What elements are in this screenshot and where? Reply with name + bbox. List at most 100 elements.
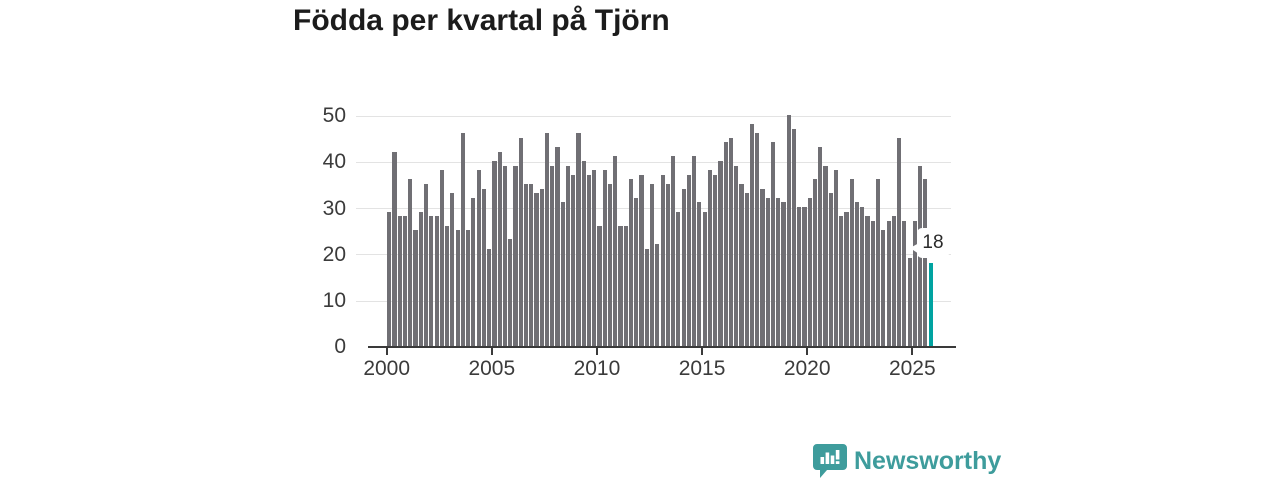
bar xyxy=(539,188,544,346)
bar xyxy=(597,225,602,346)
bar xyxy=(844,211,849,346)
bar xyxy=(723,142,728,346)
bar xyxy=(455,230,460,346)
bar xyxy=(660,174,665,346)
bar xyxy=(692,156,697,346)
x-tick-label: 2005 xyxy=(468,357,516,380)
bar xyxy=(481,188,486,346)
bar xyxy=(718,160,723,346)
bar xyxy=(839,216,844,346)
bar xyxy=(665,184,670,346)
y-tick-label: 40 xyxy=(322,150,346,174)
bar xyxy=(529,184,534,346)
y-tick-label: 10 xyxy=(322,289,346,312)
x-tick xyxy=(806,347,809,355)
bar xyxy=(828,193,833,346)
bar xyxy=(492,160,497,346)
bar xyxy=(445,225,450,346)
bar xyxy=(429,216,434,346)
bar xyxy=(854,202,860,346)
bar xyxy=(739,184,744,346)
bar xyxy=(755,133,760,346)
bar xyxy=(434,216,439,346)
bar xyxy=(681,188,686,346)
bar xyxy=(534,193,539,346)
y-tick-label: 30 xyxy=(322,196,346,220)
bar xyxy=(423,184,429,346)
bar xyxy=(776,197,781,346)
bar xyxy=(891,216,896,346)
bar xyxy=(634,197,639,346)
x-tick-label: 2000 xyxy=(363,357,411,380)
bar xyxy=(607,184,613,346)
bar xyxy=(649,184,655,346)
bar xyxy=(875,179,881,346)
bar xyxy=(702,211,707,346)
gridline xyxy=(356,161,951,163)
bar xyxy=(786,114,791,346)
bar xyxy=(686,174,691,346)
bar xyxy=(781,202,786,346)
bar xyxy=(450,193,455,346)
newsworthy-logo-icon xyxy=(813,444,847,478)
gridline xyxy=(356,115,951,117)
bar xyxy=(671,156,676,346)
bar xyxy=(586,174,592,346)
bar xyxy=(744,193,749,346)
bar xyxy=(460,133,465,346)
bar xyxy=(707,170,712,346)
bar xyxy=(644,248,649,346)
x-tick xyxy=(385,347,388,355)
bar xyxy=(413,230,418,346)
chart-title: Födda per kvartal på Tjörn xyxy=(293,4,670,37)
bar xyxy=(907,257,912,346)
bar xyxy=(408,179,413,346)
bar xyxy=(812,179,818,346)
x-tick xyxy=(701,347,704,355)
bar xyxy=(555,147,560,346)
bar xyxy=(749,123,755,346)
x-tick-label: 2025 xyxy=(888,357,936,380)
x-tick-label: 2020 xyxy=(783,357,831,380)
bar xyxy=(387,211,392,346)
bar xyxy=(797,207,802,346)
bar xyxy=(923,179,928,346)
bar-highlighted xyxy=(928,262,933,346)
newsworthy-logo: Newsworthy xyxy=(813,443,1001,479)
bar xyxy=(471,197,476,346)
bar xyxy=(870,220,875,346)
bar xyxy=(676,211,681,346)
x-tick xyxy=(595,347,598,355)
bar xyxy=(860,207,865,346)
bar xyxy=(713,174,718,346)
bar xyxy=(513,165,518,346)
bar xyxy=(571,174,576,346)
bar xyxy=(734,165,739,346)
bar xyxy=(439,170,444,346)
callout-value: 18 xyxy=(922,232,944,253)
bar xyxy=(502,165,507,346)
bar xyxy=(865,216,870,346)
bar xyxy=(818,147,823,346)
y-tick-label: 50 xyxy=(322,104,346,128)
bar xyxy=(760,188,765,346)
bar xyxy=(881,230,886,346)
bar xyxy=(770,142,776,346)
bar xyxy=(628,179,634,346)
bar xyxy=(497,151,502,346)
x-axis-line xyxy=(368,345,956,348)
x-tick-label: 2010 xyxy=(573,357,621,380)
bar xyxy=(565,165,571,346)
y-tick-label: 0 xyxy=(334,335,346,359)
bar xyxy=(697,202,702,346)
newsworthy-logo-text: Newsworthy xyxy=(854,446,1002,475)
bar xyxy=(602,170,607,346)
bar xyxy=(765,197,770,346)
bar xyxy=(402,216,408,346)
bar xyxy=(592,170,597,346)
bar xyxy=(523,184,529,346)
bar xyxy=(802,207,807,346)
bar xyxy=(397,216,402,346)
callout-pointer-icon xyxy=(910,243,919,254)
bar xyxy=(560,202,565,346)
